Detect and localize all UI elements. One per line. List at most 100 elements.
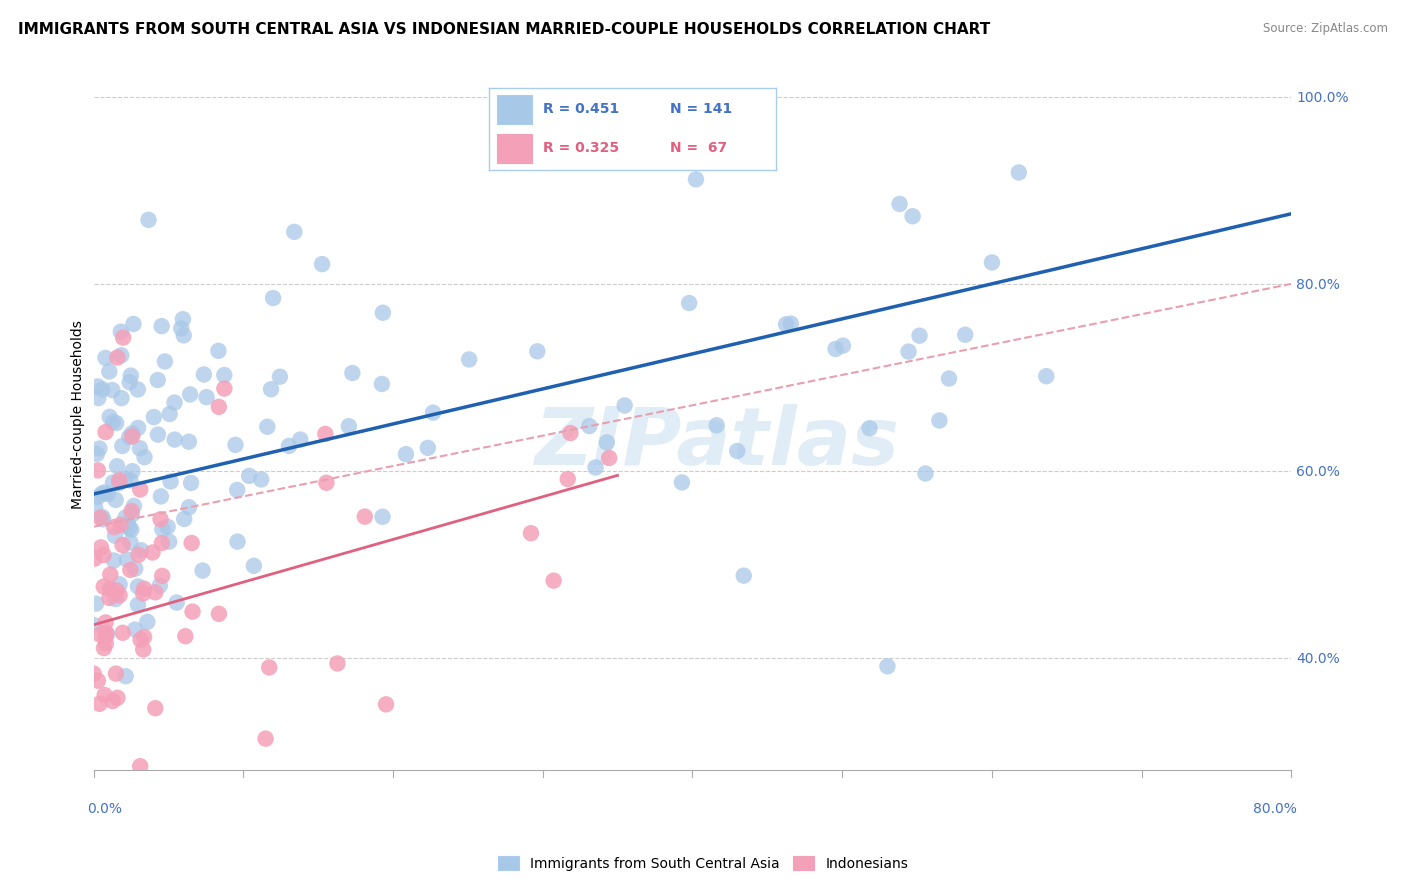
Text: Source: ZipAtlas.com: Source: ZipAtlas.com [1263,22,1388,36]
Point [173,512,195,526]
Point [128,548,150,562]
Point [94,351,117,365]
Point [526,344,548,359]
Point [543,574,565,588]
Point [96,627,118,641]
Point [83,551,105,566]
Text: ZIPatlas: ZIPatlas [534,404,898,482]
Point [596,435,619,450]
Point [311,257,333,271]
Point [150,569,173,583]
Point [578,419,600,434]
Point [174,629,197,643]
Point [981,255,1004,269]
Point [342,366,364,380]
Point [127,383,149,397]
Point [104,529,127,543]
Point [337,419,360,434]
Point [1035,369,1057,384]
Point [115,552,138,566]
Point [108,577,131,591]
Point [153,354,176,368]
Point [138,212,160,227]
Point [114,669,136,683]
Point [163,395,186,409]
Point [858,421,880,435]
Point [146,427,169,442]
Point [120,474,142,488]
Point [129,483,152,497]
Point [180,475,202,490]
Point [103,520,125,534]
Point [104,492,127,507]
Point [110,517,132,532]
Point [101,694,124,708]
Point [89,697,111,711]
Point [104,592,127,607]
Point [371,509,394,524]
Point [121,429,143,443]
Point [166,596,188,610]
Point [87,463,110,477]
Point [111,538,134,552]
Point [83,618,105,632]
Point [208,400,231,414]
Point [120,563,142,577]
Point [179,387,201,401]
Point [146,373,169,387]
Point [254,731,277,746]
Point [129,759,152,773]
Point [775,318,797,332]
Point [112,330,135,344]
Point [191,564,214,578]
Point [89,442,111,456]
Point [107,690,129,705]
Point [560,425,582,440]
Point [226,483,249,497]
Point [170,321,193,335]
Point [128,442,150,456]
Point [315,475,337,490]
Point [314,426,336,441]
Point [177,434,200,449]
Point [127,579,149,593]
Point [87,673,110,688]
Point [93,641,115,656]
Point [120,368,142,383]
Point [111,625,134,640]
Point [132,586,155,600]
Point [86,379,108,393]
Point [101,475,124,490]
Point [256,419,278,434]
Point [208,607,231,621]
Y-axis label: Married-couple Households: Married-couple Households [72,320,86,509]
Point [105,351,128,365]
Point [117,517,139,532]
Point [127,598,149,612]
Point [1008,165,1031,179]
Point [149,512,172,526]
Point [928,413,950,427]
Point [132,642,155,657]
Point [93,548,115,562]
Point [685,172,707,186]
Point [129,632,152,647]
Point [108,473,131,487]
Point [83,666,105,681]
Point [98,567,121,582]
Point [283,225,305,239]
Point [115,519,138,533]
Point [678,296,700,310]
Point [290,433,312,447]
Point [134,450,156,465]
Point [94,625,117,640]
Point [141,545,163,559]
Point [94,629,117,643]
Point [98,591,121,605]
Point [156,520,179,534]
Point [897,344,920,359]
Point [93,688,115,702]
Point [149,489,172,503]
Point [104,666,127,681]
Point [243,558,266,573]
